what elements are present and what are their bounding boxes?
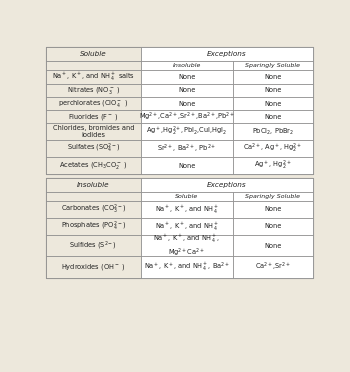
Text: Acetates (CH$_3$CO$_2^-$ ): Acetates (CH$_3$CO$_2^-$ )	[59, 160, 128, 171]
Bar	[46, 97, 141, 110]
Text: Na$^+$, K$^+$, and NH$_4^+$, Ba$^{2+}$: Na$^+$, K$^+$, and NH$_4^+$, Ba$^{2+}$	[144, 260, 230, 274]
Bar	[141, 235, 233, 256]
Text: None: None	[264, 100, 281, 106]
Bar	[141, 61, 233, 70]
Bar	[233, 235, 313, 256]
Bar	[46, 192, 141, 201]
Bar	[46, 61, 141, 70]
Bar	[141, 157, 233, 174]
Bar	[233, 218, 313, 235]
Bar	[233, 201, 313, 218]
Bar	[233, 70, 313, 84]
Bar	[46, 140, 141, 157]
Text: Mg$^{2+}$,Ca$^{2+}$,Sr$^{2+}$,Ba$^{2+}$,Pb$^{2+}$: Mg$^{2+}$,Ca$^{2+}$,Sr$^{2+}$,Ba$^{2+}$,…	[139, 110, 235, 123]
Text: Ag$^+$,Hg$_2^{2+}$,PbI$_2$,CuI,HgI$_2$: Ag$^+$,Hg$_2^{2+}$,PbI$_2$,CuI,HgI$_2$	[146, 125, 227, 138]
Text: Na$^+$, K$^+$, and NH$_4^+$: Na$^+$, K$^+$, and NH$_4^+$	[154, 203, 219, 215]
Bar	[46, 157, 141, 174]
Bar	[46, 84, 141, 97]
Text: Na$^+$, K$^+$, and NH$_4^+$: Na$^+$, K$^+$, and NH$_4^+$	[154, 220, 219, 232]
Bar	[141, 218, 233, 235]
Text: Fluorides (F$^-$ ): Fluorides (F$^-$ )	[68, 112, 119, 122]
Bar	[233, 84, 313, 97]
Bar	[46, 218, 141, 235]
Bar	[141, 201, 233, 218]
Text: Na$^+$, K$^+$, and NH$_4^+$ salts: Na$^+$, K$^+$, and NH$_4^+$ salts	[52, 71, 135, 83]
Bar	[233, 256, 313, 278]
Bar	[233, 123, 313, 140]
Bar	[141, 192, 233, 201]
Bar	[46, 47, 141, 61]
Bar	[46, 201, 141, 218]
Bar	[141, 110, 233, 123]
Text: None: None	[264, 223, 281, 230]
Bar	[46, 123, 141, 140]
Text: None: None	[264, 243, 281, 248]
Text: Soluble: Soluble	[175, 194, 198, 199]
Text: Exceptions: Exceptions	[207, 182, 246, 188]
Text: perchlorates (ClO$_4^-$ ): perchlorates (ClO$_4^-$ )	[58, 98, 128, 109]
Bar	[233, 157, 313, 174]
Bar	[141, 47, 313, 61]
Text: None: None	[264, 113, 281, 120]
Text: Na$^+$, K$^+$, and NH$_4^+$,
Mg$^{2+}$Ca$^{2+}$: Na$^+$, K$^+$, and NH$_4^+$, Mg$^{2+}$Ca…	[153, 232, 220, 259]
Text: Nitrates (NO$_3^-$ ): Nitrates (NO$_3^-$ )	[67, 85, 120, 96]
Text: None: None	[264, 87, 281, 93]
Text: Soluble: Soluble	[80, 51, 107, 57]
Text: Insoluble: Insoluble	[173, 63, 201, 68]
Bar	[141, 140, 233, 157]
Text: Hydroxides (OH$^-$ ): Hydroxides (OH$^-$ )	[61, 262, 126, 272]
Bar	[46, 47, 313, 174]
Text: Ca$^{2+}$, Ag$^+$, Hg$_2^{2+}$: Ca$^{2+}$, Ag$^+$, Hg$_2^{2+}$	[243, 142, 302, 155]
Text: Sr$^{2+}$, Ba$^{2+}$, Pb$^{2+}$: Sr$^{2+}$, Ba$^{2+}$, Pb$^{2+}$	[157, 142, 216, 155]
Bar	[141, 97, 233, 110]
Bar	[141, 84, 233, 97]
Bar	[233, 110, 313, 123]
Bar	[46, 178, 141, 192]
Text: None: None	[264, 74, 281, 80]
Text: PbCl$_2$, PbBr$_2$: PbCl$_2$, PbBr$_2$	[252, 126, 294, 137]
Text: None: None	[178, 163, 195, 169]
Text: Carbonates (CO$_3^{2-}$): Carbonates (CO$_3^{2-}$)	[61, 203, 126, 216]
Bar	[46, 256, 141, 278]
Text: Sulfides (S$^{2-}$): Sulfides (S$^{2-}$)	[69, 240, 117, 252]
Text: Exceptions: Exceptions	[207, 51, 246, 57]
Bar	[233, 140, 313, 157]
Bar	[46, 235, 141, 256]
Bar	[141, 256, 233, 278]
Bar	[46, 110, 141, 123]
Text: Sparingly Soluble: Sparingly Soluble	[245, 194, 300, 199]
Text: Phosphates (PO$_4^{2-}$): Phosphates (PO$_4^{2-}$)	[61, 220, 126, 233]
Bar	[46, 70, 141, 84]
Bar	[141, 178, 313, 192]
Text: None: None	[178, 87, 195, 93]
Text: None: None	[178, 74, 195, 80]
Bar	[233, 192, 313, 201]
Text: Sulfates (SO$_4^{2-}$): Sulfates (SO$_4^{2-}$)	[66, 142, 120, 155]
Text: Sparingly Soluble: Sparingly Soluble	[245, 63, 300, 68]
Bar	[233, 97, 313, 110]
Text: None: None	[264, 206, 281, 212]
Text: Ag$^+$, Hg$_2^{2+}$: Ag$^+$, Hg$_2^{2+}$	[254, 159, 292, 172]
Text: Insoluble: Insoluble	[77, 182, 110, 188]
Text: Chlorides, bromides and
iodides: Chlorides, bromides and iodides	[52, 125, 134, 138]
Bar	[141, 70, 233, 84]
Bar	[46, 178, 313, 278]
Bar	[233, 61, 313, 70]
Text: None: None	[178, 100, 195, 106]
Text: Ca$^{2+}$,Sr$^{2+}$: Ca$^{2+}$,Sr$^{2+}$	[255, 261, 291, 273]
Bar	[141, 123, 233, 140]
